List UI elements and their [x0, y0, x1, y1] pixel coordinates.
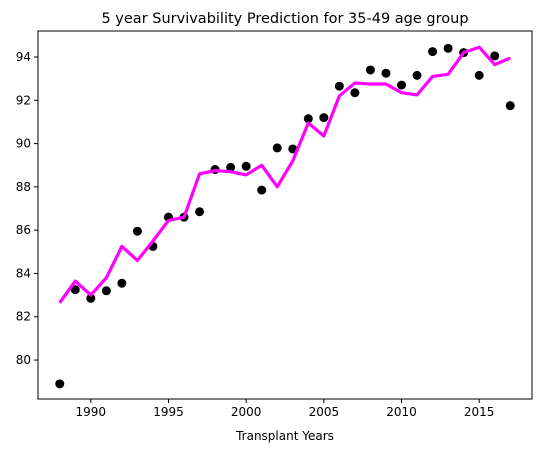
prediction-line [58, 45, 511, 304]
scatter-point [490, 51, 500, 61]
axes-frame [37, 30, 533, 400]
plot-area [55, 43, 515, 389]
scatter-point [226, 162, 236, 172]
scatter-point [55, 379, 65, 389]
scatter-point [101, 286, 111, 296]
scatter-point [303, 114, 313, 124]
scatter-point [334, 81, 344, 91]
x-axis: 1990 1995 2000 2005 2010 2015 [76, 399, 495, 419]
y-axis: 80 82 84 86 88 90 92 94 [16, 50, 38, 367]
scatter-point [272, 143, 282, 153]
scatter-point [443, 43, 453, 53]
y-tick-label: 94 [16, 50, 31, 64]
y-tick-label: 84 [16, 266, 31, 280]
scatter-point [474, 70, 484, 80]
y-tick-label: 92 [16, 93, 31, 107]
scatter-point [365, 65, 375, 75]
y-tick-label: 82 [16, 310, 31, 324]
x-axis-label: Transplant Years [235, 429, 334, 443]
x-tick-label: 1995 [153, 405, 184, 419]
y-tick-label: 86 [16, 223, 31, 237]
scatter-point [350, 88, 360, 98]
scatter-point [195, 207, 205, 217]
scatter-point [397, 80, 407, 90]
scatter-point [86, 293, 96, 303]
scatter-point [505, 101, 515, 111]
y-tick-label: 80 [16, 353, 31, 367]
x-tick-label: 2000 [231, 405, 262, 419]
x-tick-label: 2015 [464, 405, 495, 419]
x-tick-label: 1990 [76, 405, 107, 419]
y-tick-label: 90 [16, 137, 31, 151]
scatter-point [241, 161, 251, 171]
y-tick-label: 88 [16, 180, 31, 194]
scatter-point [412, 70, 422, 80]
x-tick-label: 2005 [309, 405, 340, 419]
scatter-point [257, 185, 267, 195]
scatter-point [319, 113, 329, 123]
chart-title: 5 year Survivability Prediction for 35-4… [101, 11, 468, 27]
scatter-point [132, 226, 142, 236]
x-tick-label: 2010 [386, 405, 417, 419]
scatter-point [381, 68, 391, 78]
scatter-point [70, 285, 80, 295]
scatter-point [117, 278, 127, 288]
scatter-point [428, 47, 438, 57]
